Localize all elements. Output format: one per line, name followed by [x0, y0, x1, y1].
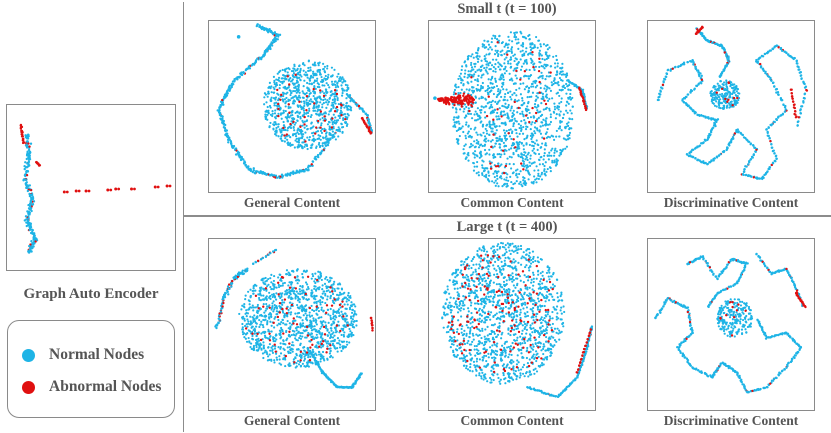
- large-general-scatter: [214, 248, 374, 390]
- vertical-divider: [183, 2, 184, 432]
- legend-label-normal: Normal Nodes: [49, 346, 145, 363]
- small-discriminative-scatter: [656, 25, 809, 181]
- small-general-caption: General Content: [243, 195, 341, 210]
- large-common-plot: [428, 238, 596, 411]
- small-general-plot: [208, 20, 376, 193]
- legend-item-abnormal: Abnormal Nodes: [22, 378, 161, 396]
- gae-plot: [6, 104, 176, 271]
- gae-scatter: [19, 123, 172, 254]
- legend-box: Normal Nodes Abnormal Nodes: [7, 320, 175, 418]
- abnormal-node-dot: [22, 380, 35, 394]
- large-discriminative-plot: [647, 238, 815, 411]
- legend-label-abnormal: Abnormal Nodes: [49, 378, 162, 395]
- small-discriminative-plot: [647, 20, 815, 193]
- small-general-scatter: [216, 23, 374, 180]
- small-common-caption: Common Content: [460, 195, 564, 210]
- small-common-scatter: [433, 30, 589, 190]
- horizontal-divider: [183, 215, 831, 217]
- large-general-caption: General Content: [243, 413, 341, 428]
- row-title-large-t: Large t (t = 400): [456, 219, 558, 235]
- row-title-small-t: Small t (t = 100): [457, 1, 557, 17]
- large-common-scatter: [441, 241, 594, 399]
- legend-item-normal: Normal Nodes: [22, 346, 144, 364]
- large-discriminative-caption: Discriminative Content: [663, 413, 799, 428]
- large-discriminative-scatter: [654, 252, 807, 394]
- gae-caption: Graph Auto Encoder: [23, 286, 159, 302]
- small-discriminative-caption: Discriminative Content: [663, 195, 799, 210]
- small-common-plot: [428, 20, 596, 193]
- normal-node-dot: [22, 348, 35, 362]
- large-common-caption: Common Content: [460, 413, 564, 428]
- large-general-plot: [208, 238, 376, 411]
